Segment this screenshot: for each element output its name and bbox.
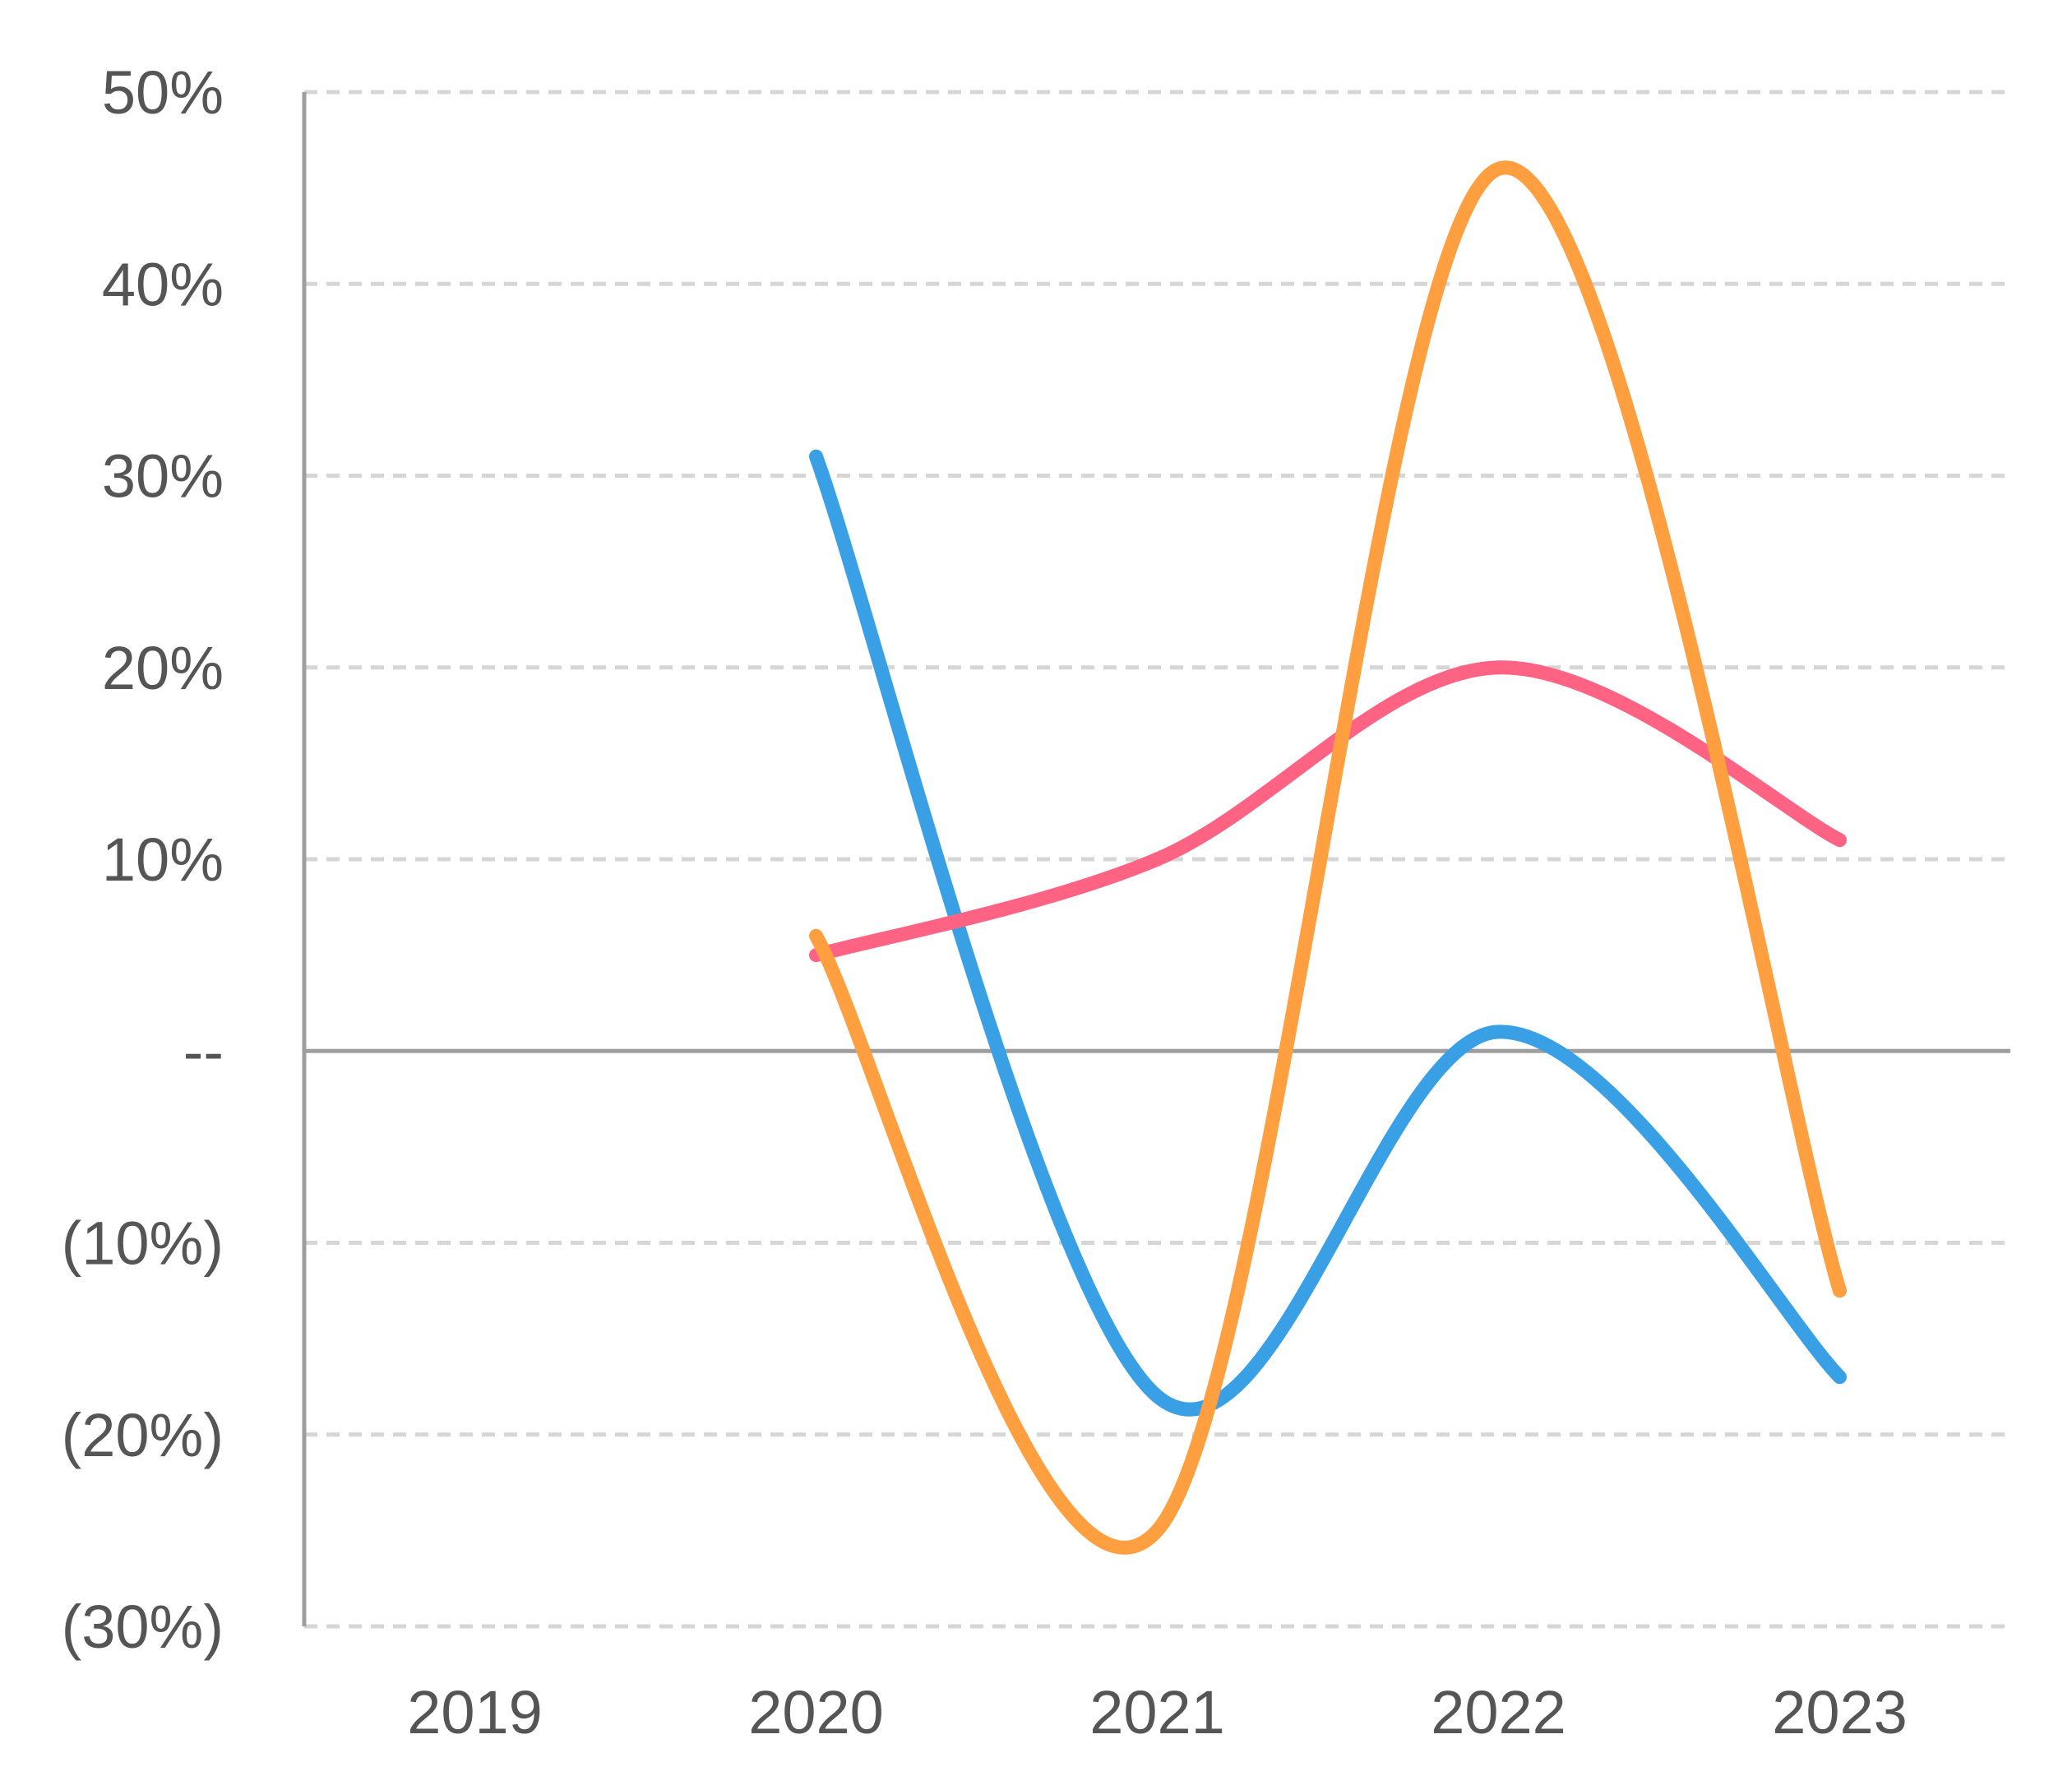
y-tick-label: 50% xyxy=(102,58,224,127)
series-line-1 xyxy=(809,449,1847,1417)
y-tick-label: (10%) xyxy=(62,1209,224,1278)
x-tick-label: 2023 xyxy=(1772,1678,1908,1746)
x-tick-label: 2020 xyxy=(748,1678,884,1746)
y-tick-labels: 50% 40% 30% 20% 10% -- (10%) (20%) (30%) xyxy=(62,58,224,1661)
y-tick-label: 10% xyxy=(102,826,224,894)
y-tick-label: 30% xyxy=(102,442,224,511)
series-line-3 xyxy=(809,160,1847,1555)
y-tick-label: (30%) xyxy=(62,1593,224,1661)
gridlines xyxy=(304,90,2010,1629)
x-tick-label: 2021 xyxy=(1089,1678,1225,1746)
series-lines xyxy=(809,160,1847,1555)
y-tick-label: 40% xyxy=(102,250,224,318)
y-tick-label: 20% xyxy=(102,634,224,702)
y-tick-label: (20%) xyxy=(62,1401,224,1469)
x-tick-label: 2022 xyxy=(1431,1678,1566,1746)
x-tick-label: 2019 xyxy=(407,1678,543,1746)
y-tick-label: -- xyxy=(183,1017,224,1085)
x-tick-labels: 2019 2020 2021 2022 2023 xyxy=(407,1678,1908,1746)
